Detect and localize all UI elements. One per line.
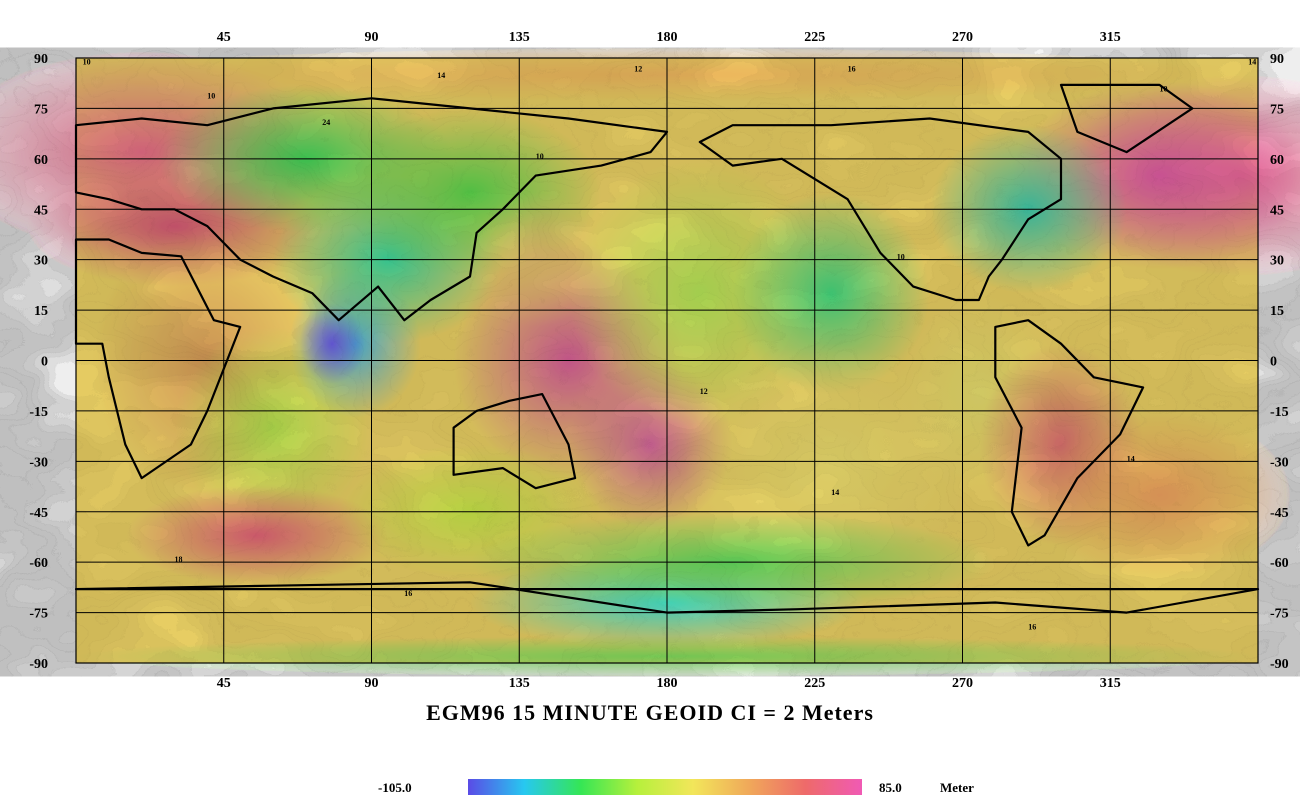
legend-color-bar (468, 779, 862, 795)
coastline (994, 319, 1145, 547)
x-tick-bottom: 45 (217, 676, 231, 691)
legend-min-value: -105.0 (378, 780, 412, 795)
y-tick-right: -30 (1270, 455, 1289, 470)
contour-label: 10 (536, 152, 544, 161)
y-tick-left: 15 (34, 304, 48, 319)
contour-label: 16 (1028, 622, 1036, 631)
map-title: EGM96 15 MINUTE GEOID CI = 2 Meters (426, 700, 874, 725)
x-tick-bottom: 180 (657, 676, 678, 691)
contour-label: 16 (404, 589, 412, 598)
y-tick-left: 0 (41, 355, 48, 370)
coastline (74, 97, 669, 322)
y-tick-right: 15 (1270, 304, 1284, 319)
contour-label: 14 (1248, 58, 1256, 67)
coastline (74, 581, 1260, 614)
y-tick-left: -75 (29, 607, 48, 622)
y-tick-right: 45 (1270, 203, 1284, 218)
contour-label: 10 (207, 91, 215, 100)
y-tick-right: 30 (1270, 254, 1284, 269)
x-tick-top: 225 (804, 30, 825, 45)
x-tick-bottom: 225 (804, 676, 825, 691)
coastline (698, 117, 1063, 302)
y-tick-left: 30 (34, 254, 48, 269)
field-anomaly (732, 192, 930, 395)
axis-tick-labels: 4545909013513518018022522527027031531590… (29, 30, 1288, 691)
y-tick-left: -15 (29, 405, 48, 420)
contour-label: 10 (897, 253, 905, 262)
y-tick-left: 60 (34, 153, 48, 168)
contour-label: 14 (1127, 454, 1135, 463)
contour-label: 14 (831, 488, 839, 497)
contour-label: 12 (634, 64, 642, 73)
legend-unit: Meter (940, 780, 974, 795)
contour-labels: 10 14 12 16 10 14 10 24 10 10 12 14 16 14 18 16 (83, 58, 1257, 632)
x-tick-bottom: 270 (952, 676, 973, 691)
y-tick-left: -30 (29, 455, 48, 470)
contour-label: 16 (848, 64, 856, 73)
y-tick-right: 75 (1270, 102, 1284, 117)
y-tick-right: -15 (1270, 405, 1289, 420)
legend-max-value: 85.0 (879, 780, 902, 795)
x-tick-top: 45 (217, 30, 231, 45)
y-tick-right: 60 (1270, 153, 1284, 168)
coastline (1059, 83, 1194, 154)
y-tick-right: -60 (1270, 556, 1289, 571)
contour-label: 18 (175, 555, 183, 564)
y-tick-left: -45 (29, 506, 48, 521)
contour-label: 12 (700, 387, 708, 396)
x-tick-bottom: 135 (509, 676, 530, 691)
x-tick-bottom: 90 (365, 676, 379, 691)
y-tick-right: 90 (1270, 52, 1284, 67)
x-tick-top: 90 (365, 30, 379, 45)
coastline (74, 238, 242, 480)
y-tick-left: 90 (34, 52, 48, 67)
map-frame (75, 57, 1259, 664)
field-anomaly (125, 484, 388, 586)
x-tick-top: 270 (952, 30, 973, 45)
contour-label: 10 (83, 58, 91, 67)
y-tick-right: -90 (1270, 657, 1289, 672)
field-anomaly (1028, 410, 1291, 579)
y-tick-left: -60 (29, 556, 48, 571)
contour-label: 14 (437, 71, 445, 80)
y-tick-left: -90 (29, 657, 48, 672)
x-tick-top: 135 (509, 30, 530, 45)
x-tick-bottom: 315 (1100, 676, 1121, 691)
y-tick-right: -75 (1270, 607, 1289, 622)
geoid-map-area: 10 14 12 16 10 14 10 24 10 10 12 14 16 14 18 16 (0, 47, 1300, 677)
y-tick-right: -45 (1270, 506, 1289, 521)
contour-label: 24 (322, 118, 330, 127)
x-tick-top: 315 (1100, 30, 1121, 45)
y-tick-left: 75 (34, 102, 48, 117)
x-tick-top: 180 (657, 30, 678, 45)
contour-label: 10 (1160, 85, 1168, 94)
y-tick-right: 0 (1270, 355, 1277, 370)
y-tick-left: 45 (34, 203, 48, 218)
